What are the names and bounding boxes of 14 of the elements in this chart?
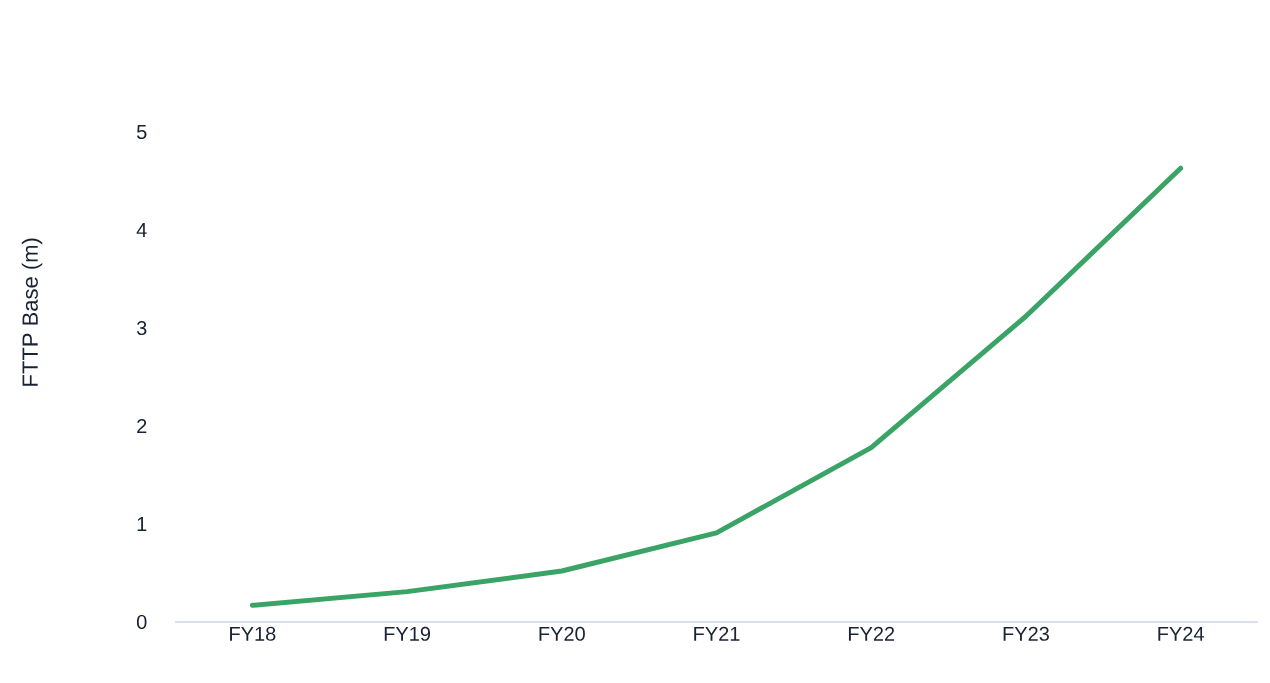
y-tick-label: 2 bbox=[137, 419, 147, 433]
x-tick-label: FY24 bbox=[1158, 626, 1204, 641]
y-tick-label: 4 bbox=[136, 223, 147, 237]
y-axis-title: FTTP Base (m) bbox=[21, 238, 43, 386]
x-tick-label: FY20 bbox=[539, 626, 585, 641]
y-tick-label: 3 bbox=[136, 320, 147, 336]
y-tick-label: 0 bbox=[136, 614, 147, 630]
y-tick-label: 5 bbox=[136, 125, 147, 139]
x-tick-label: FY21 bbox=[694, 626, 740, 641]
x-tick-label: FY18 bbox=[230, 626, 276, 641]
y-tick-label: 1 bbox=[137, 517, 147, 531]
x-tick-label: FY23 bbox=[1003, 626, 1049, 641]
x-tick-label: FY22 bbox=[848, 626, 895, 641]
x-tick-label: FY19 bbox=[384, 626, 431, 641]
